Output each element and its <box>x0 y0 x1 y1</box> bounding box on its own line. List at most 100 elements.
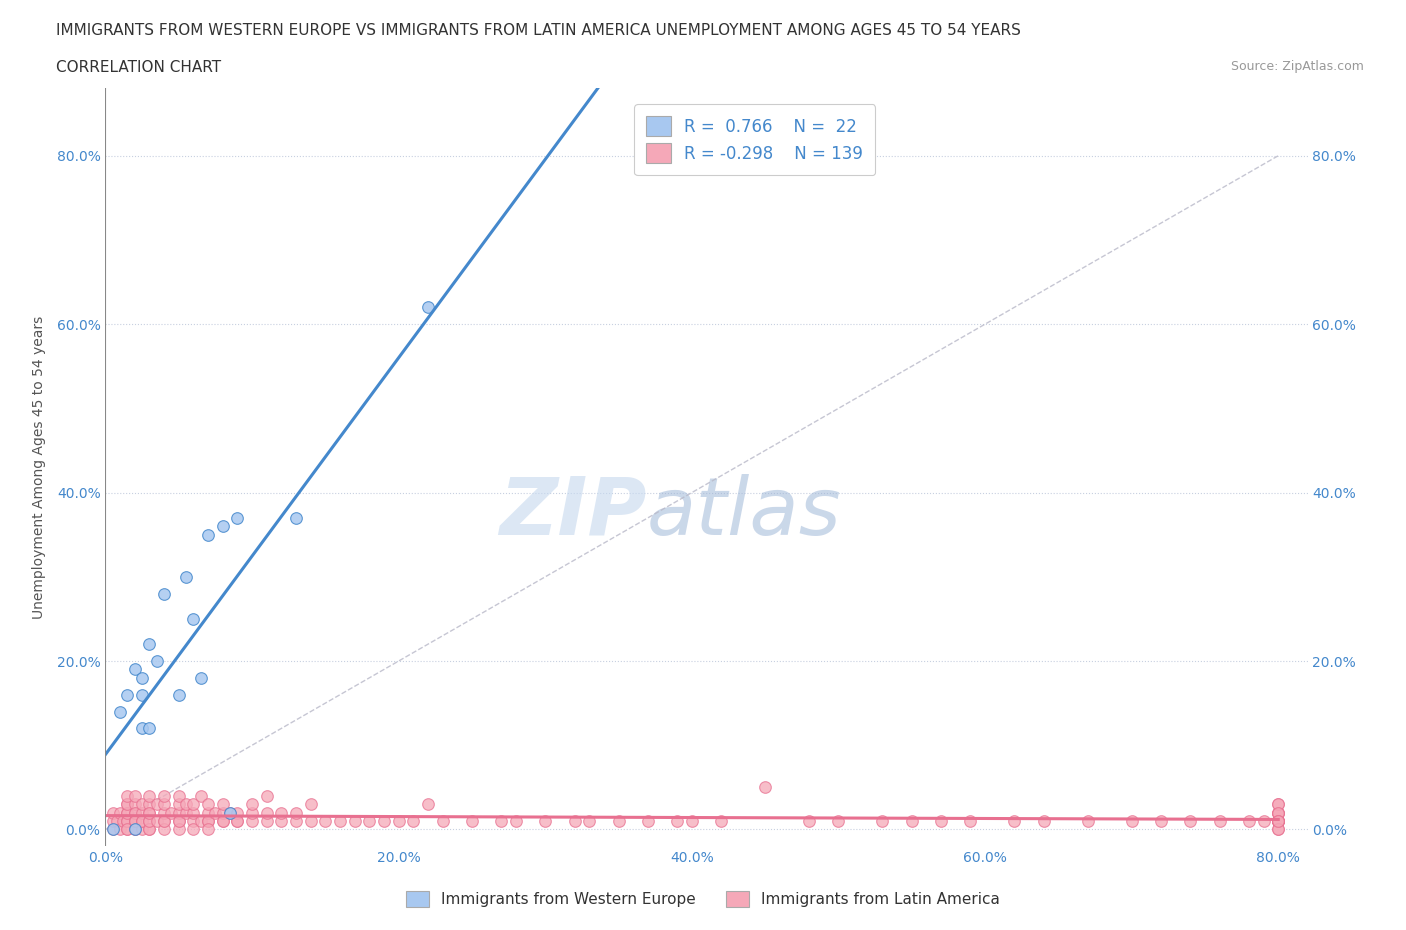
Point <box>131 814 153 829</box>
Point <box>373 814 395 829</box>
Point <box>153 814 176 829</box>
Y-axis label: Unemployment Among Ages 45 to 54 years: Unemployment Among Ages 45 to 54 years <box>31 315 45 619</box>
Point <box>211 519 233 534</box>
Point <box>197 797 219 812</box>
Point <box>138 805 160 820</box>
Point <box>1032 814 1054 829</box>
Point <box>131 814 153 829</box>
Point <box>117 822 139 837</box>
Point <box>607 814 630 829</box>
Point <box>226 805 249 820</box>
Point <box>167 814 190 829</box>
Point <box>1077 814 1099 829</box>
Point <box>329 814 352 829</box>
Point <box>197 805 219 820</box>
Point <box>117 814 139 829</box>
Point <box>929 814 952 829</box>
Point <box>754 780 776 795</box>
Point <box>117 687 139 702</box>
Point <box>117 797 139 812</box>
Point <box>1267 805 1289 820</box>
Point <box>167 805 190 820</box>
Point <box>416 299 439 314</box>
Point <box>343 814 366 829</box>
Point <box>153 789 176 804</box>
Point <box>183 822 205 837</box>
Point <box>797 814 820 829</box>
Point <box>153 805 176 820</box>
Text: IMMIGRANTS FROM WESTERN EUROPE VS IMMIGRANTS FROM LATIN AMERICA UNEMPLOYMENT AMO: IMMIGRANTS FROM WESTERN EUROPE VS IMMIGR… <box>56 23 1021 38</box>
Point <box>240 814 263 829</box>
Point <box>153 814 176 829</box>
Point <box>211 814 233 829</box>
Point <box>285 814 308 829</box>
Point <box>124 797 146 812</box>
Point <box>124 789 146 804</box>
Point <box>256 814 278 829</box>
Point <box>637 814 659 829</box>
Point <box>204 805 226 820</box>
Point <box>491 814 513 829</box>
Point <box>131 671 153 685</box>
Point <box>226 511 249 525</box>
Point <box>1267 814 1289 829</box>
Point <box>226 814 249 829</box>
Point <box>167 814 190 829</box>
Point <box>564 814 586 829</box>
Point <box>174 569 197 584</box>
Point <box>101 814 124 829</box>
Point <box>145 814 167 829</box>
Point <box>108 805 131 820</box>
Point <box>211 797 233 812</box>
Point <box>124 814 146 829</box>
Point <box>1002 814 1025 829</box>
Point <box>124 662 146 677</box>
Point <box>197 822 219 837</box>
Point <box>211 805 233 820</box>
Point <box>1267 814 1289 829</box>
Point <box>270 805 292 820</box>
Point <box>578 814 600 829</box>
Point <box>138 789 160 804</box>
Point <box>1267 805 1289 820</box>
Point <box>105 814 128 829</box>
Point <box>131 822 153 837</box>
Point <box>211 814 233 829</box>
Point <box>1267 805 1289 820</box>
Point <box>197 814 219 829</box>
Point <box>131 797 153 812</box>
Point <box>432 814 454 829</box>
Point <box>827 814 849 829</box>
Point <box>388 814 411 829</box>
Point <box>138 637 160 652</box>
Point <box>461 814 484 829</box>
Point <box>219 805 242 820</box>
Point <box>240 805 263 820</box>
Point <box>1267 822 1289 837</box>
Point <box>959 814 981 829</box>
Point <box>124 822 146 837</box>
Point <box>167 789 190 804</box>
Point <box>1267 814 1289 829</box>
Text: CORRELATION CHART: CORRELATION CHART <box>56 60 221 75</box>
Point <box>138 797 160 812</box>
Point <box>160 805 183 820</box>
Point <box>710 814 733 829</box>
Point <box>117 822 139 837</box>
Point <box>174 805 197 820</box>
Point <box>1267 822 1289 837</box>
Point <box>167 822 190 837</box>
Point <box>900 814 922 829</box>
Point <box>1208 814 1230 829</box>
Point <box>131 721 153 736</box>
Point <box>124 814 146 829</box>
Point <box>299 797 322 812</box>
Point <box>1121 814 1143 829</box>
Point <box>240 797 263 812</box>
Point <box>285 511 308 525</box>
Point <box>145 654 167 669</box>
Text: Source: ZipAtlas.com: Source: ZipAtlas.com <box>1230 60 1364 73</box>
Point <box>167 797 190 812</box>
Point <box>117 805 139 820</box>
Point <box>666 814 689 829</box>
